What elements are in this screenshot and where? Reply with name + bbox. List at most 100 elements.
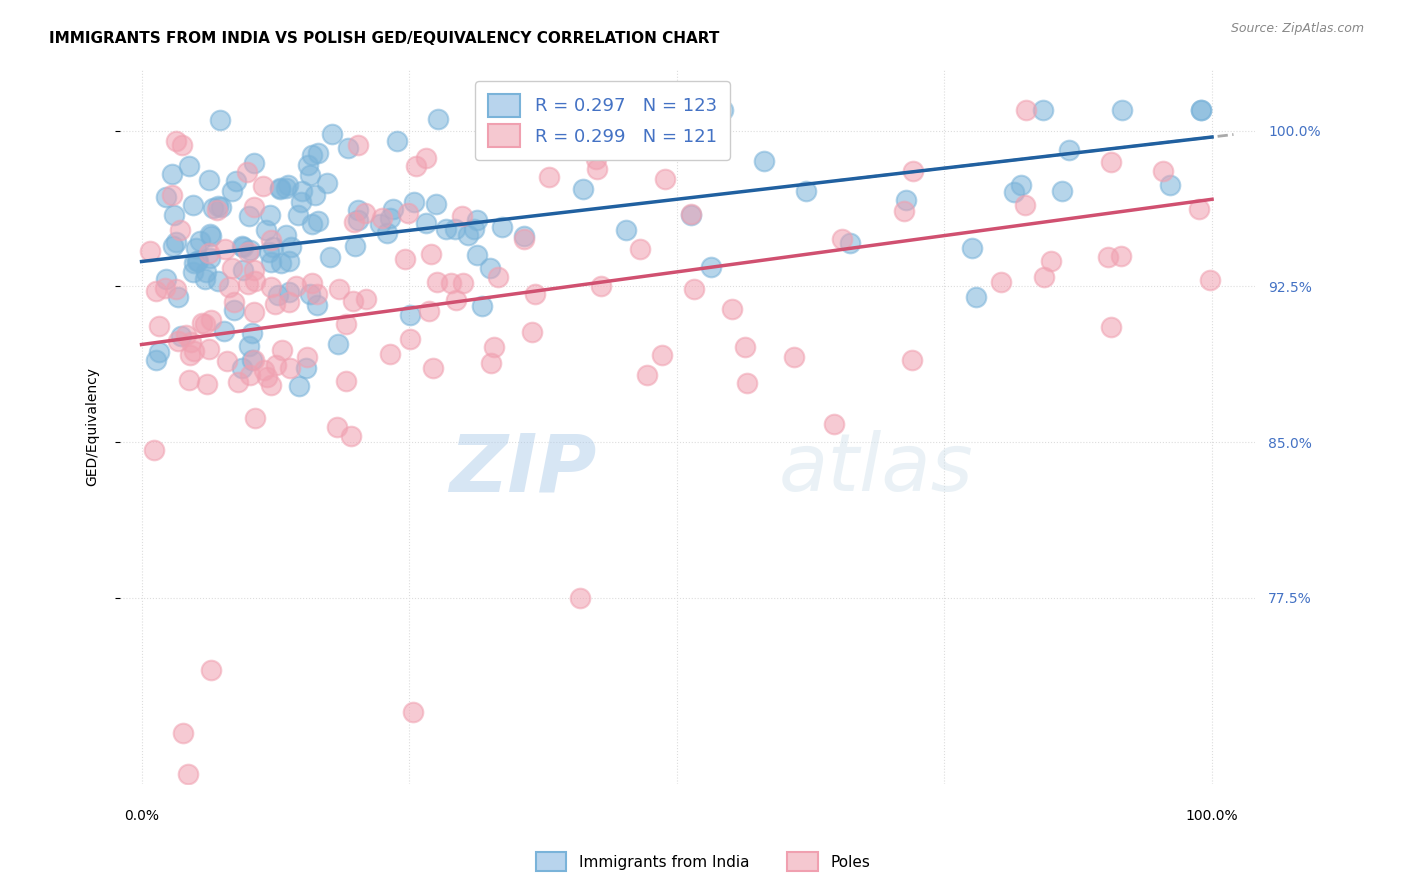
Point [420, 247, 443, 261]
Point [346, 213, 368, 227]
Point [264, 358, 287, 372]
Point [450, 210, 472, 224]
Point [142, 443, 165, 458]
Point [278, 361, 301, 376]
Text: 100.0%: 100.0% [1185, 809, 1239, 823]
Point [243, 263, 266, 277]
Point [200, 227, 222, 242]
Point [165, 134, 187, 148]
Point [1109, 249, 1132, 263]
Point [186, 242, 208, 256]
Point [200, 664, 222, 678]
Point [263, 296, 285, 310]
Point [252, 179, 274, 194]
Point [288, 378, 311, 392]
Point [253, 363, 276, 377]
Point [679, 207, 702, 221]
Point [737, 376, 759, 390]
Point [399, 308, 422, 322]
Point [457, 227, 479, 242]
Point [305, 298, 328, 312]
Point [696, 139, 718, 153]
Point [571, 182, 593, 196]
Point [380, 347, 402, 361]
Point [148, 345, 170, 359]
Point [394, 252, 416, 266]
Point [307, 145, 329, 160]
Point [752, 153, 775, 168]
Point [242, 352, 264, 367]
Point [257, 244, 280, 259]
Point [396, 206, 419, 220]
Point [326, 419, 349, 434]
Point [174, 327, 197, 342]
Point [256, 369, 278, 384]
Point [370, 217, 392, 231]
Point [269, 182, 291, 196]
Point [734, 340, 756, 354]
Point [990, 276, 1012, 290]
Point [202, 202, 225, 216]
Point [1010, 178, 1032, 193]
Point [425, 197, 447, 211]
Point [1039, 253, 1062, 268]
Point [221, 184, 243, 198]
Point [321, 127, 343, 141]
Point [278, 295, 301, 310]
Point [172, 725, 194, 739]
Point [831, 232, 853, 246]
Point [1188, 202, 1211, 216]
Point [683, 282, 706, 296]
Point [346, 137, 368, 152]
Point [304, 188, 326, 202]
Point [162, 239, 184, 253]
Point [207, 199, 229, 213]
Point [298, 168, 321, 182]
Point [183, 343, 205, 358]
Point [471, 299, 494, 313]
Point [200, 251, 222, 265]
Point [444, 293, 467, 307]
Point [207, 274, 229, 288]
Point [278, 285, 301, 300]
Point [1111, 103, 1133, 117]
Point [344, 239, 367, 253]
Point [197, 246, 219, 260]
Point [194, 265, 217, 279]
Point [721, 301, 744, 316]
Point [254, 223, 277, 237]
Point [280, 240, 302, 254]
Point [226, 375, 249, 389]
Point [422, 361, 444, 376]
Point [295, 351, 318, 365]
Point [513, 232, 536, 246]
Point [711, 103, 734, 117]
Point [482, 340, 505, 354]
Point [434, 222, 457, 236]
Point [1189, 103, 1212, 117]
Point [238, 339, 260, 353]
Point [418, 303, 440, 318]
Point [232, 239, 254, 253]
Point [277, 178, 299, 192]
Point [900, 353, 922, 368]
Point [451, 277, 474, 291]
Point [654, 172, 676, 186]
Point [354, 292, 377, 306]
Point [195, 376, 218, 391]
Y-axis label: GED/Equivalency: GED/Equivalency [86, 367, 100, 486]
Point [326, 336, 349, 351]
Point [243, 305, 266, 319]
Point [198, 343, 221, 357]
Point [307, 214, 329, 228]
Point [378, 211, 401, 225]
Point [305, 287, 328, 301]
Point [177, 767, 200, 781]
Point [794, 185, 817, 199]
Point [1101, 320, 1123, 334]
Point [194, 318, 217, 332]
Point [170, 329, 193, 343]
Point [188, 234, 211, 248]
Point [165, 235, 187, 249]
Point [198, 173, 221, 187]
